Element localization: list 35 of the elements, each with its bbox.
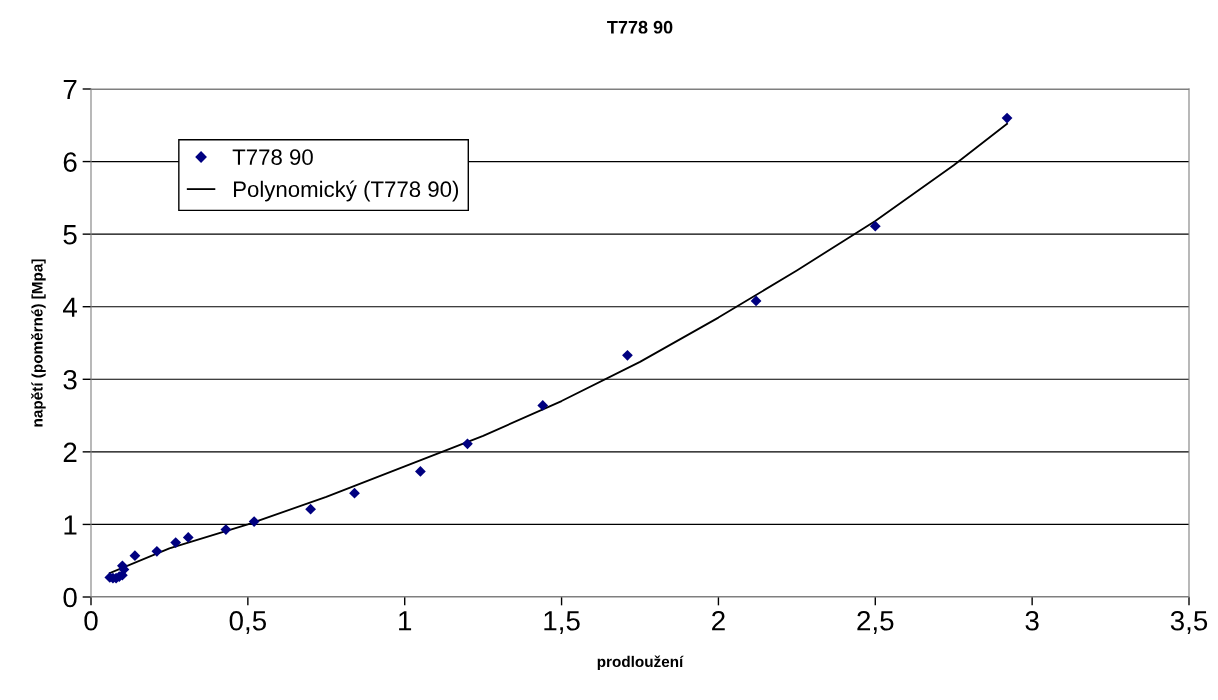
y-tick-label: 2 bbox=[63, 442, 77, 462]
x-tick-label: 3,5 bbox=[1170, 610, 1208, 634]
legend-label: Polynomický (T778 90) bbox=[234, 180, 459, 202]
y-tick-label: 0 bbox=[63, 587, 77, 608]
x-tick-label: 2,5 bbox=[857, 610, 894, 634]
y-tick-label: 3 bbox=[63, 369, 77, 390]
point bbox=[129, 550, 141, 562]
point bbox=[248, 516, 260, 527]
point bbox=[622, 349, 633, 361]
point bbox=[537, 400, 549, 411]
x-tick-label: 0,5 bbox=[229, 610, 266, 634]
point bbox=[1001, 112, 1013, 124]
x-tick-label: 2 bbox=[712, 610, 725, 631]
y-tick-label: 7 bbox=[63, 79, 77, 100]
point bbox=[750, 295, 762, 307]
y-tick-label: 1 bbox=[64, 515, 77, 535]
x-tick-label: 0 bbox=[84, 610, 98, 631]
y-tick-label: 4 bbox=[63, 297, 77, 317]
point bbox=[305, 503, 316, 515]
point bbox=[462, 438, 473, 450]
y-tick-label: 5 bbox=[63, 225, 77, 245]
point bbox=[349, 487, 360, 499]
point bbox=[415, 466, 426, 477]
point bbox=[182, 532, 194, 543]
x-tick-label: 1 bbox=[399, 611, 412, 631]
y-axis-title: napětí (poměrné) [Mpa] bbox=[31, 259, 46, 427]
point bbox=[151, 545, 163, 557]
x-axis-title: prodloužení bbox=[597, 655, 684, 671]
point bbox=[869, 220, 881, 232]
chart-title: T778 90 bbox=[607, 20, 673, 34]
y-tick-label: 6 bbox=[63, 152, 77, 172]
x-tick-label: 3 bbox=[1025, 610, 1039, 631]
x-tick-label: 1,5 bbox=[544, 611, 580, 634]
point bbox=[170, 537, 182, 548]
legend-label: T778 90 bbox=[232, 149, 313, 166]
